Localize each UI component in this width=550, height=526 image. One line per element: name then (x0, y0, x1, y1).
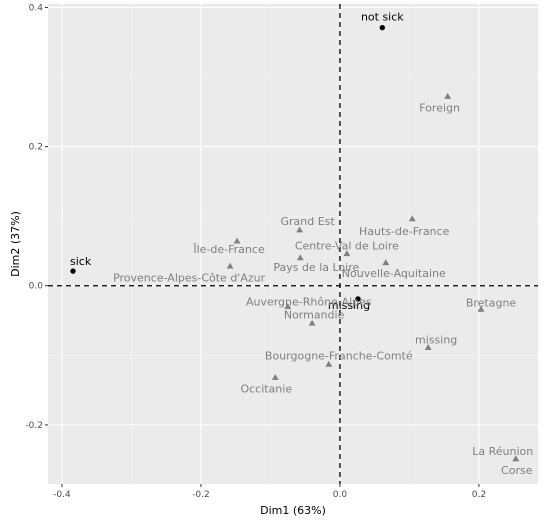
point-circle (355, 296, 361, 302)
point-triangle (296, 254, 304, 261)
y-tick-label: 0.4 (29, 3, 44, 13)
point-label: Foreign (419, 102, 460, 115)
point-label: missing (328, 299, 370, 312)
point-circle (379, 24, 386, 31)
point-label: La Réunion (472, 445, 533, 458)
point-label: Bourgogne-Franche-Comté (265, 349, 413, 362)
point-label: Centre-Val de Loire (295, 240, 399, 253)
x-tick-label: -0.4 (53, 490, 71, 500)
y-tick-label: 0.0 (29, 282, 44, 292)
point-triangle (325, 360, 333, 367)
point-label: Bretagne (466, 296, 517, 309)
point-triangle (271, 373, 279, 380)
point-label: Normandie (284, 308, 345, 321)
point-label: Provence-Alpes-Côte d'Azur (113, 271, 266, 284)
point-triangle (477, 305, 485, 312)
point-triangle (343, 250, 351, 257)
point-triangle (226, 262, 234, 269)
point-label: sick (70, 255, 92, 268)
point-triangle (308, 319, 316, 326)
point-triangle (233, 237, 241, 244)
point-label: Île-de-France (192, 243, 265, 256)
point-triangle (296, 226, 304, 233)
point-triangle (512, 455, 520, 462)
point-triangle (382, 259, 390, 266)
point-label: missing (415, 334, 457, 347)
point-triangle (444, 92, 452, 99)
y-tick-label: 0.2 (29, 143, 43, 153)
data-points (70, 24, 520, 462)
point-label: not sick (361, 11, 404, 24)
y-axis-title: Dim2 (37%) (9, 211, 22, 277)
point-label: Occitanie (240, 383, 292, 396)
y-tick-label: -0.2 (25, 421, 43, 431)
x-tick-label: 0.0 (333, 490, 348, 500)
point-triangle (424, 344, 432, 350)
x-tick-label: -0.2 (192, 490, 210, 500)
point-triangle (284, 303, 292, 309)
point-triangle (408, 215, 416, 222)
reference-lines (48, 4, 538, 484)
point-label: Hauts-de-France (359, 225, 450, 238)
x-tick-label: 0.2 (472, 490, 486, 500)
point-label: Nouvelle-Aquitaine (342, 267, 446, 280)
x-axis-title: Dim1 (63%) (260, 504, 326, 517)
point-circle (70, 268, 76, 274)
point-label: Corse (501, 464, 533, 477)
point-label: Grand Est (280, 215, 335, 228)
point-label: Auvergne-Rhône-Alpes (246, 296, 372, 309)
point-labels: not sick sick missing Foreign Hauts-de-Franc… (70, 11, 533, 477)
point-label: Pays de la Loire (273, 261, 359, 274)
axis-ticks: -0.4 -0.2 0.0 0.2 -0.2 0.0 0.2 0.4 (25, 3, 486, 500)
plot-panel (48, 4, 538, 484)
